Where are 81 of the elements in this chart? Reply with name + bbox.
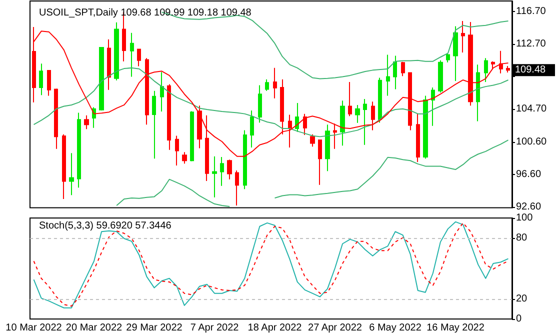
candlestick — [62, 134, 66, 200]
x-tick-label: 16 May 2022 — [426, 322, 485, 334]
line-series — [33, 67, 509, 138]
candlestick — [250, 110, 254, 148]
y-tick-label: 104.70 — [516, 103, 548, 114]
candlestick — [438, 60, 443, 93]
candlestick — [69, 152, 74, 196]
x-tick-label: 10 Mar 2022 — [6, 322, 62, 334]
text: USOIL_SPT,Daily 109.68 109.99 109.18 109.48 — [39, 8, 252, 18]
y-tick-label: 80 — [516, 232, 528, 244]
candlestick — [167, 84, 171, 150]
candlestick — [453, 26, 458, 82]
candlestick — [243, 130, 247, 190]
candlestick — [446, 53, 450, 63]
candlestick — [340, 100, 345, 146]
candlestick — [273, 67, 277, 99]
candlestick — [288, 114, 292, 148]
candlestick — [386, 54, 390, 96]
text: 109.48 — [515, 64, 546, 76]
candlestick — [499, 50, 503, 74]
candlestick — [461, 20, 465, 53]
candlestick — [227, 159, 232, 180]
candlestick — [130, 32, 134, 78]
y-tick-label: 92.60 — [516, 202, 542, 212]
x-tick-label: 7 Apr 2022 — [190, 322, 240, 334]
x-tick-label: 18 Apr 2022 — [248, 322, 302, 334]
x-tick-label: 29 Mar 2022 — [126, 322, 183, 334]
candlestick — [47, 70, 51, 96]
candlestick — [333, 123, 337, 150]
candlestick — [355, 104, 360, 124]
candlestick — [77, 112, 81, 188]
candlestick — [84, 114, 89, 130]
candlestick — [318, 139, 322, 186]
candlestick — [160, 72, 164, 112]
candlestick — [175, 135, 179, 166]
candlestick — [506, 65, 510, 74]
y-tick-label: 116.70 — [516, 6, 546, 18]
candlestick — [325, 124, 330, 172]
y-tick-label: 100 — [516, 212, 534, 224]
candlestick — [197, 105, 202, 149]
candlestick — [220, 156, 224, 186]
candlestick — [107, 38, 111, 90]
candlestick — [303, 113, 307, 136]
candlestick — [371, 101, 375, 131]
candlestick — [348, 82, 352, 117]
candlestick — [152, 90, 156, 160]
candlestick — [99, 46, 104, 111]
candlestick — [484, 58, 488, 83]
y-tick-label: 100.60 — [516, 136, 548, 148]
candlestick — [182, 152, 187, 164]
x-tick-label: 27 Apr 2022 — [308, 322, 362, 334]
candlestick — [190, 110, 194, 162]
candlestick — [280, 78, 284, 135]
x-tick-label: 20 Mar 2022 — [66, 322, 123, 334]
candlestick — [363, 98, 367, 146]
candlestick — [491, 60, 495, 70]
chart-title: Stoch(5,3,3) 59.6920 57.3446 — [39, 220, 172, 232]
y-tick-label: 96.60 — [516, 169, 542, 180]
candlestick — [137, 48, 141, 67]
candlestick — [114, 22, 119, 81]
candlestick — [408, 72, 412, 131]
candlestick — [145, 58, 149, 126]
candlestick — [393, 55, 397, 90]
y-tick-label: 112.70 — [516, 38, 546, 50]
candlestick — [378, 77, 382, 124]
candlestick — [401, 61, 405, 77]
candlestick — [476, 64, 480, 122]
candlestick — [431, 87, 435, 126]
x-tick-label: 6 May 2022 — [369, 322, 422, 334]
candlestick — [423, 95, 428, 160]
y-tick-label: 20 — [516, 293, 528, 304]
candlestick — [265, 78, 269, 92]
candlestick — [258, 84, 262, 124]
candlestick — [39, 63, 43, 96]
candlestick — [54, 88, 58, 150]
candlestick — [212, 156, 217, 198]
candlestick — [235, 170, 239, 206]
candlestick — [295, 102, 299, 132]
candlestick — [416, 113, 420, 162]
y-tick-label: 0 — [516, 314, 522, 324]
candlestick — [310, 134, 315, 148]
